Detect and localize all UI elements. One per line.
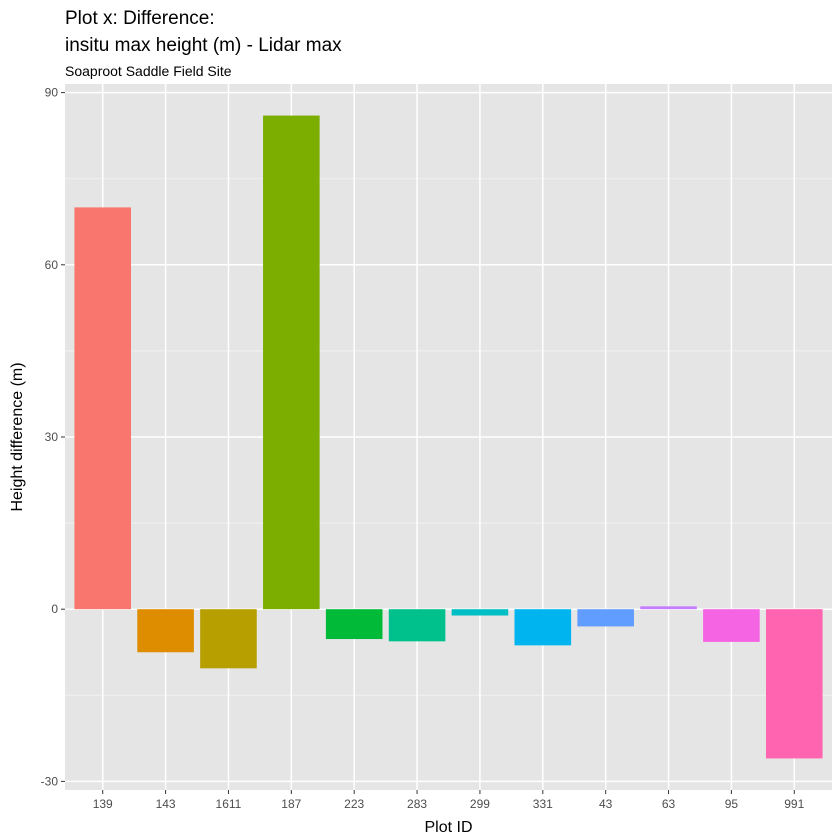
x-tick-label: 283 xyxy=(407,797,427,811)
y-tick-label: 30 xyxy=(45,430,59,444)
x-tick-label: 187 xyxy=(281,797,301,811)
x-tick-label: 1611 xyxy=(216,797,242,811)
y-axis: -30 0 30 60 90 xyxy=(41,86,65,788)
bar-63 xyxy=(640,606,697,610)
x-tick-label: 299 xyxy=(470,797,490,811)
x-tick-label: 95 xyxy=(725,797,739,811)
x-tick-label: 139 xyxy=(93,797,113,811)
y-tick-label: 60 xyxy=(45,258,59,272)
bar-95 xyxy=(703,609,760,642)
y-tick-label: 0 xyxy=(51,602,58,616)
bar-43 xyxy=(577,609,634,627)
bar-283 xyxy=(388,609,446,642)
y-axis-title: Height difference (m) xyxy=(9,362,26,511)
chart-title-line-2: insitu max height (m) - Lidar max xyxy=(65,35,342,56)
bar-187 xyxy=(263,115,320,610)
x-axis: 139 143 1611 187 223 283 299 331 43 63 95 991 xyxy=(93,790,805,811)
y-tick-label: 90 xyxy=(45,86,59,100)
x-tick-label: 43 xyxy=(599,797,613,811)
chart-title-line-1: Plot x: Difference: xyxy=(65,8,215,29)
x-tick-label: 991 xyxy=(784,797,804,811)
y-tick-label: -30 xyxy=(41,774,59,788)
minor-gridlines xyxy=(65,178,832,696)
bar-331 xyxy=(514,609,572,646)
bar-1611 xyxy=(200,609,257,669)
bar-299 xyxy=(451,609,509,616)
chart-subtitle: Soaproot Saddle Field Site xyxy=(65,63,232,79)
x-axis-title: Plot ID xyxy=(424,819,472,836)
bar-139 xyxy=(74,207,132,610)
x-tick-label: 223 xyxy=(344,797,364,811)
x-tick-label: 63 xyxy=(662,797,676,811)
x-tick-label: 143 xyxy=(156,797,176,811)
bar-223 xyxy=(325,609,383,640)
bar-143 xyxy=(137,609,194,653)
bars xyxy=(74,115,823,759)
x-tick-label: 331 xyxy=(533,797,553,811)
bar-991 xyxy=(765,609,823,759)
